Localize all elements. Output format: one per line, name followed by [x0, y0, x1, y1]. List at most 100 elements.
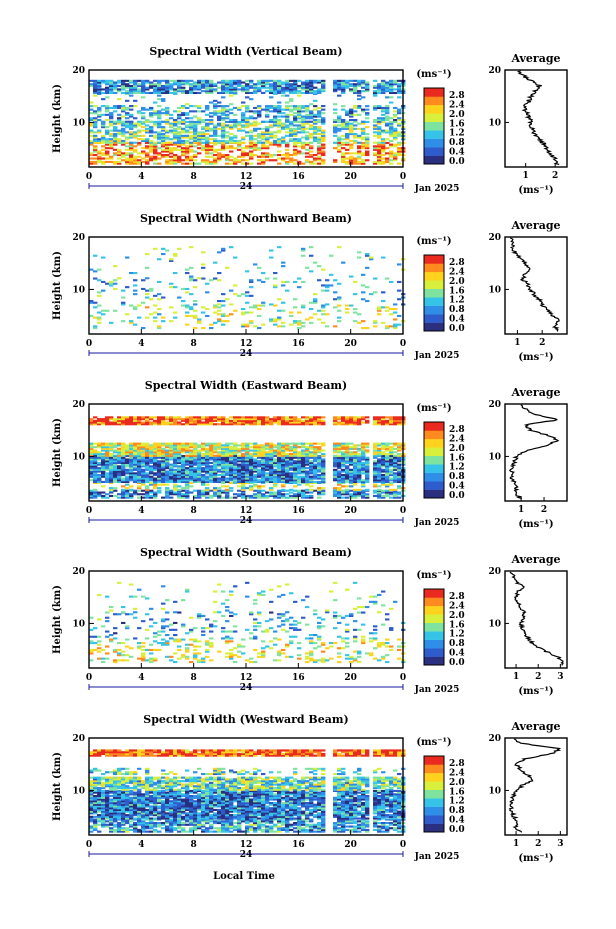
- heatmap-cell: [225, 468, 230, 471]
- heatmap-cell: [173, 141, 178, 144]
- heatmap-cell: [237, 84, 242, 87]
- heatmap-cell: [161, 455, 166, 458]
- heatmap-cell: [253, 306, 258, 309]
- heatmap-cell: [201, 134, 206, 137]
- heatmap-cell: [89, 418, 94, 421]
- heatmap-cell: [193, 141, 198, 144]
- heatmap-cell: [113, 152, 118, 155]
- heatmap-cell: [277, 470, 282, 473]
- heatmap-cell: [133, 447, 138, 450]
- heatmap-cell: [113, 136, 118, 139]
- y-tick-label: 10: [72, 118, 85, 128]
- heatmap-cell: [185, 147, 190, 150]
- heatmap-cell: [221, 134, 226, 137]
- heatmap-cell: [197, 494, 202, 497]
- profile-title: Average: [510, 219, 560, 232]
- heatmap-cell: [129, 463, 134, 466]
- heatmap-cell: [221, 119, 226, 122]
- heatmap-cell: [197, 418, 202, 421]
- heatmap-cell: [309, 416, 314, 419]
- heatmap-cell: [249, 311, 254, 314]
- heatmap-cell: [265, 147, 270, 150]
- heatmap-cell: [193, 300, 198, 303]
- heatmap-cell: [285, 106, 290, 109]
- heatmap-cell: [133, 79, 138, 82]
- heatmap-cell: [309, 460, 314, 463]
- heatmap-cell: [205, 458, 210, 461]
- heatmap-cell: [289, 91, 294, 94]
- heatmap-cell: [109, 112, 114, 115]
- heatmap-cell: [105, 96, 110, 99]
- heatmap-cell: [337, 421, 342, 424]
- heatmap-cell: [261, 133, 266, 136]
- heatmap-cell: [145, 416, 150, 419]
- heatmap-cell: [257, 81, 262, 84]
- heatmap-cell: [177, 115, 182, 118]
- heatmap-cell: [221, 320, 226, 323]
- heatmap-cell: [353, 152, 358, 155]
- heatmap-cell: [145, 451, 150, 454]
- heatmap-cell: [333, 131, 338, 134]
- heatmap-cell: [361, 489, 366, 492]
- heatmap-cell: [389, 81, 394, 84]
- heatmap-cell: [385, 475, 390, 478]
- heatmap-cell: [129, 120, 134, 123]
- heatmap-cell: [181, 475, 186, 478]
- heatmap-cell: [389, 453, 394, 456]
- heatmap-cell: [185, 148, 190, 151]
- heatmap-cell: [117, 129, 122, 132]
- heatmap-cell: [217, 465, 222, 468]
- heatmap-cell: [93, 460, 98, 463]
- heatmap-cell: [201, 138, 206, 141]
- heatmap-cell: [353, 444, 358, 447]
- heatmap-cell: [277, 421, 282, 424]
- heatmap-cell: [273, 286, 278, 289]
- heatmap-cell: [333, 325, 338, 328]
- heatmap-cell: [201, 479, 206, 482]
- heatmap-cell: [249, 91, 254, 94]
- heatmap-cell: [217, 496, 222, 499]
- heatmap-cell: [97, 84, 102, 87]
- heatmap-cell: [165, 110, 170, 113]
- heatmap-cell: [281, 261, 286, 264]
- heatmap-cells: [89, 246, 406, 330]
- heatmap-cell: [381, 139, 386, 142]
- heatmap-cell: [157, 468, 162, 471]
- heatmap-cell: [229, 416, 234, 419]
- heatmap-cell: [293, 91, 298, 94]
- heatmap-cell: [261, 418, 266, 421]
- heatmap-cell: [173, 148, 178, 151]
- heatmap-cell: [193, 88, 198, 91]
- heatmap-cell: [149, 145, 154, 148]
- heatmap-cell: [317, 110, 322, 113]
- heatmap-cell: [109, 491, 114, 494]
- heatmap-cell: [237, 480, 242, 483]
- heatmap-cell: [377, 463, 382, 466]
- heatmap-cell: [173, 119, 178, 122]
- heatmap-cell: [257, 115, 262, 118]
- heatmap-cell: [249, 131, 254, 134]
- heatmap-cell: [97, 268, 102, 271]
- heatmap-cell: [389, 152, 394, 155]
- heatmap-cell: [333, 88, 338, 91]
- heatmap-cell: [297, 493, 302, 496]
- heatmap-cell: [293, 106, 298, 109]
- heatmap-cell: [185, 442, 190, 445]
- heatmap-cell: [161, 108, 166, 111]
- heatmap-cell: [129, 416, 134, 419]
- heatmap-cell: [277, 138, 282, 141]
- heatmap-cell: [317, 309, 322, 312]
- heatmap-cell: [121, 442, 126, 445]
- heatmap-cell: [157, 465, 162, 468]
- heatmap-cell: [93, 157, 98, 160]
- heatmap-cell: [317, 279, 322, 282]
- heatmap-cell: [321, 284, 326, 287]
- heatmap-cell: [89, 101, 94, 104]
- heatmap-cell: [165, 88, 170, 91]
- x-tick-label: 0: [86, 339, 92, 349]
- heatmap-cell: [309, 465, 314, 468]
- heatmap-cell: [249, 147, 254, 150]
- heatmap-cell: [341, 423, 346, 426]
- heatmap-cell: [117, 453, 122, 456]
- heatmap-cell: [245, 463, 250, 466]
